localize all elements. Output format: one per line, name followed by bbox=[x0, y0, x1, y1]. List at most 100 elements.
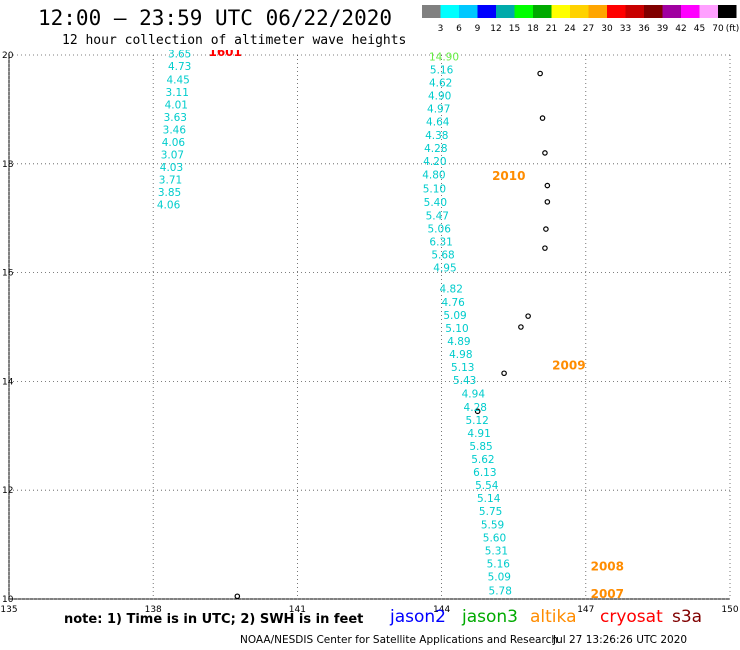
track-time-label: 2007 bbox=[591, 587, 624, 601]
wave-height-label: 4.91 bbox=[467, 428, 490, 440]
wave-height-label: 5.59 bbox=[481, 519, 504, 531]
scale-label: 21 bbox=[546, 24, 557, 34]
wave-height-label: 5.10 bbox=[445, 323, 468, 335]
scale-swatch bbox=[607, 5, 626, 18]
lat-tick-label: 20 bbox=[2, 51, 14, 61]
scale-swatch bbox=[662, 5, 681, 18]
scale-swatch bbox=[551, 5, 570, 18]
wave-height-label: 5.78 bbox=[489, 586, 512, 598]
scale-label: 6 bbox=[456, 24, 462, 34]
wave-height-label: 6.31 bbox=[429, 236, 452, 248]
wave-height-label: 5.09 bbox=[488, 572, 511, 584]
wave-height-label: 3.07 bbox=[161, 149, 184, 161]
wave-height-label: 4.06 bbox=[162, 137, 186, 149]
wave-height-label: 5.54 bbox=[475, 480, 499, 492]
scale-swatch bbox=[625, 5, 644, 18]
scale-label: 36 bbox=[638, 24, 650, 34]
wave-height-label: 5.06 bbox=[428, 223, 452, 235]
island-outline bbox=[234, 593, 241, 600]
island-outline bbox=[501, 370, 507, 377]
wave-height-label: 5.16 bbox=[430, 64, 454, 76]
wave-height-label: 3.63 bbox=[164, 112, 187, 124]
wave-height-label: 5.75 bbox=[479, 506, 502, 518]
island-outline bbox=[544, 182, 551, 189]
scale-swatch bbox=[422, 5, 441, 18]
lon-tick-label: 135 bbox=[0, 605, 17, 615]
wave-height-label: 4.03 bbox=[160, 162, 183, 174]
scale-unit: (ft) bbox=[726, 24, 740, 34]
track-time-label: 2009 bbox=[552, 358, 585, 372]
island-outline bbox=[542, 245, 548, 251]
lat-tick-label: 12 bbox=[2, 486, 13, 496]
satellite-altika-label: altika bbox=[530, 607, 577, 627]
scale-swatch bbox=[588, 5, 607, 18]
wave-height-label: 5.13 bbox=[451, 362, 474, 374]
footer-timestamp: Jul 27 13:26:26 UTC 2020 bbox=[553, 634, 688, 646]
scale-swatch bbox=[514, 5, 533, 18]
wave-height-label: 4.94 bbox=[462, 389, 486, 401]
scale-label: 33 bbox=[620, 24, 631, 34]
wave-height-label: 3.71 bbox=[159, 174, 182, 186]
lon-tick-label: 147 bbox=[577, 605, 594, 615]
satellite-cryosat-label: cryosat bbox=[600, 607, 663, 627]
wave-height-label: 4.98 bbox=[449, 349, 472, 361]
island-outline bbox=[539, 115, 546, 121]
wave-height-label: 5.31 bbox=[485, 545, 508, 557]
wave-height-label: 5.40 bbox=[424, 197, 447, 209]
lon-tick-label: 138 bbox=[145, 605, 162, 615]
wave-height-label: 5.14 bbox=[477, 493, 501, 505]
wave-height-label: 3.65 bbox=[168, 50, 191, 61]
wave-height-label: 14.90 bbox=[429, 51, 459, 63]
scale-label: 45 bbox=[694, 24, 705, 34]
scale-swatch bbox=[477, 5, 496, 18]
scale-swatch bbox=[533, 5, 552, 18]
wave-height-label: 4.76 bbox=[441, 297, 465, 309]
scale-swatch bbox=[718, 5, 737, 18]
island-outline bbox=[474, 408, 481, 415]
scale-label: 9 bbox=[475, 24, 481, 34]
scale-swatch bbox=[570, 5, 589, 18]
wave-height-label: 5.10 bbox=[423, 184, 446, 196]
island-outline bbox=[537, 70, 543, 77]
scale-label: 70 bbox=[712, 24, 724, 34]
wave-height-label: 5.47 bbox=[426, 210, 449, 222]
wave-height-label: 3.46 bbox=[163, 124, 187, 136]
lon-tick-label: 150 bbox=[721, 605, 738, 615]
lat-tick-label: 14 bbox=[2, 377, 14, 387]
scale-label: 39 bbox=[657, 24, 669, 34]
wave-height-label: 4.90 bbox=[428, 91, 451, 103]
lat-tick-label: 16 bbox=[2, 269, 14, 279]
track-time-label: 1601 bbox=[208, 50, 241, 59]
footer-credit: NOAA/NESDIS Center for Satellite Applica… bbox=[240, 634, 558, 646]
scale-label: 15 bbox=[509, 24, 520, 34]
map-title: 12:00 – 23:59 UTC 06/22/2020 bbox=[38, 6, 393, 30]
scale-swatch bbox=[440, 5, 459, 18]
scale-swatch bbox=[644, 5, 663, 18]
lat-tick-label: 18 bbox=[2, 160, 14, 170]
satellite-s3a-label: s3a bbox=[672, 607, 703, 627]
wave-height-label: 5.68 bbox=[431, 249, 454, 261]
lon-tick-label: 141 bbox=[289, 605, 306, 615]
scale-label: 24 bbox=[564, 24, 576, 34]
scale-label: 27 bbox=[583, 24, 594, 34]
island-outline bbox=[518, 324, 524, 330]
wave-height-label: 4.06 bbox=[157, 199, 181, 211]
track-time-label: 2008 bbox=[591, 560, 624, 574]
wave-height-label: 4.95 bbox=[433, 263, 456, 275]
scale-label: 42 bbox=[675, 24, 686, 34]
track-time-label: 2010 bbox=[492, 169, 525, 183]
wave-height-label: 5.16 bbox=[487, 558, 511, 570]
scale-swatch bbox=[496, 5, 515, 18]
wave-height-label: 4.01 bbox=[165, 99, 188, 111]
wave-height-label: 4.64 bbox=[426, 117, 450, 129]
lon-tick-label: 144 bbox=[433, 605, 450, 615]
wave-height-label: 4.38 bbox=[425, 130, 448, 142]
wave-height-label: 5.85 bbox=[469, 441, 492, 453]
wave-height-label: 6.13 bbox=[473, 467, 496, 479]
lat-tick-label: 10 bbox=[2, 595, 14, 605]
wave-height-label: 4.80 bbox=[422, 169, 445, 181]
scale-swatch bbox=[681, 5, 700, 18]
wave-height-label: 5.43 bbox=[453, 375, 476, 387]
island-outline bbox=[544, 199, 551, 205]
